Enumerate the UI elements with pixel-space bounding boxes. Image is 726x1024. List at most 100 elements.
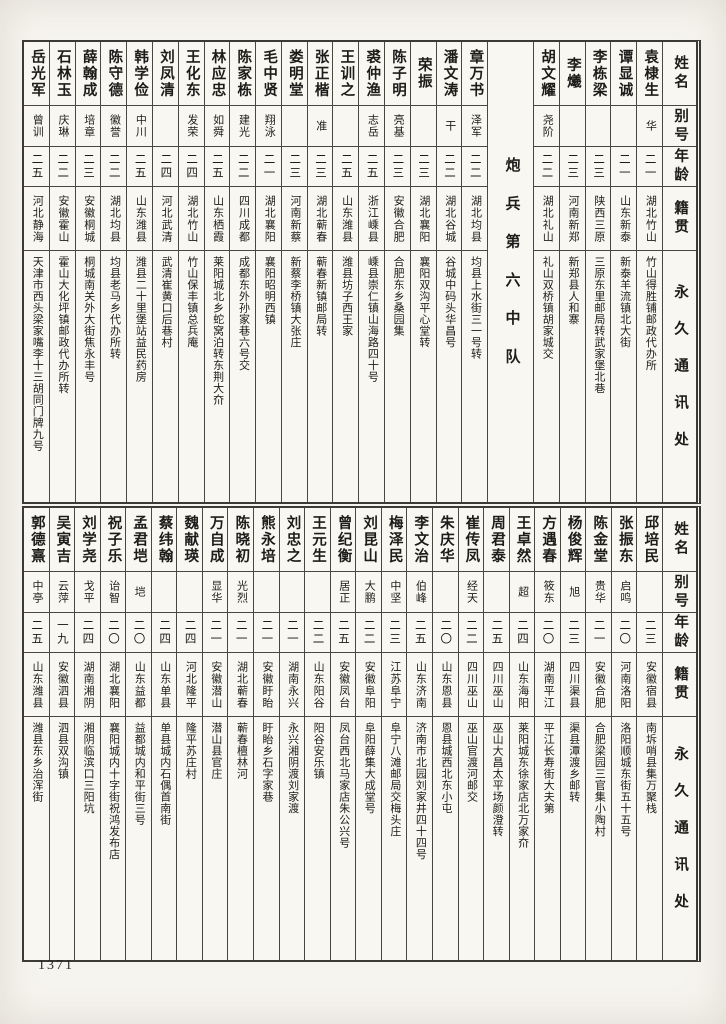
entry-age-text: 二五 (30, 619, 43, 646)
entry-name-text: 蔡纬翰 (156, 514, 173, 565)
entry-age-text: 二二 (236, 153, 249, 180)
entry-age-text: 二三 (82, 153, 95, 180)
entry-alias (177, 571, 202, 612)
entry-name-text: 荣振 (415, 57, 432, 90)
entry-name: 崔传凤 (459, 508, 484, 571)
entry-native-place-text: 河北静海 (31, 194, 44, 243)
entry-alias-text: 翔泳 (263, 114, 276, 138)
header-native-place: 籍贯 (663, 186, 696, 250)
entry-name: 邱培民 (637, 508, 662, 571)
entry-column: 李爔 二三 河南新郑 新郑县人和寨 (558, 42, 585, 502)
entry-native-place: 湖北均县 (101, 186, 127, 250)
entry-name-text: 林应忠 (209, 48, 226, 99)
entry-address-text: 阜阳薛集大成堂号 (363, 722, 376, 814)
entry-native-place: 安徽泗县 (49, 652, 75, 716)
entry-name: 薛翰成 (76, 42, 101, 105)
entry-native-place-text: 湖北竹山 (185, 194, 198, 243)
entry-native-place-text: 湖北礼山 (541, 194, 554, 243)
entry-native-place: 山东栖霞 (204, 186, 230, 250)
entry-age: 二一 (586, 612, 611, 652)
entry-name-text: 韩学俭 (132, 48, 149, 99)
entry-native-place-text: 山东恩县 (439, 660, 452, 709)
entry-native-place-text: 湖北襄阳 (263, 194, 276, 243)
entry-native-place-text: 安徽宿县 (644, 660, 657, 709)
entry-name-text: 谭显诚 (616, 48, 633, 99)
entry-alias-text: 超 (516, 586, 529, 598)
entry-column: 陈金堂 贵华 二一 安徽合肥 合肥梁园三官集小陶村 (585, 508, 611, 960)
entry-age: 二四 (75, 612, 100, 652)
entry-name: 郭德熹 (24, 508, 49, 571)
entry-age-text: 二三 (566, 153, 579, 180)
entry-alias: 泽军 (462, 105, 488, 146)
entry-age-text: 二五 (210, 153, 223, 180)
entry-address-text: 益都城内和平街三号 (133, 722, 146, 826)
entry-column: 万自成 显华 二一 安徽潜山 潜山县官庄 (201, 508, 228, 960)
entry-address-text: 阳谷安乐镇 (312, 722, 325, 780)
entry-name-text: 朱庆华 (437, 514, 454, 565)
header-native-place: 籍贯 (663, 652, 696, 716)
entry-native-place-text: 山东潍县 (134, 194, 147, 243)
entry-address: 济南市北园刘家井四十四号 (407, 716, 432, 960)
entry-alias-text: 建光 (237, 114, 250, 138)
entry-name: 韩学俭 (127, 42, 152, 105)
entry-column: 薛翰成 培章 二三 安徽桐城 桐城南关外大街焦永丰号 (74, 42, 101, 502)
entry-name: 朱庆华 (433, 508, 458, 571)
header-address: 永久通讯处 (663, 716, 696, 960)
entry-name-text: 吴寅吉 (54, 514, 71, 565)
entry-alias: 干 (436, 105, 462, 146)
entry-alias-text: 启鸣 (618, 580, 631, 604)
entry-address-text: 永兴湘阴渡刘家渡 (286, 722, 299, 814)
entry-column: 方遇春 筱东 二〇 湖南平江 平江长寿街大夫第 (534, 508, 560, 960)
entry-name-text: 李文治 (412, 514, 429, 565)
entry-address: 均县上水街三一号转 (462, 250, 488, 502)
entry-native-place-text: 安徽盱眙 (261, 660, 274, 709)
entry-address: 湘阴临滨口三阳坑 (75, 716, 100, 960)
entry-native-place: 安徽潜山 (202, 652, 228, 716)
entry-native-place: 江苏阜宁 (381, 652, 407, 716)
entry-age: 二五 (23, 612, 49, 652)
entry-address: 新郑县人和寨 (559, 250, 585, 502)
entry-address-text: 武清崔黄口后巷村 (160, 256, 173, 348)
entry-age-text: 二五 (30, 153, 43, 180)
entry-name: 石林玉 (50, 42, 75, 105)
entry-native-place: 湖南平江 (535, 652, 560, 716)
entry-age: 二五 (333, 146, 359, 186)
entry-address-text: 霍山大化坪镇邮政代办所转 (56, 256, 69, 394)
entry-alias (305, 571, 330, 612)
entry-column: 袁棣生华二一 湖北竹山 竹山得胜铺邮政代办所 (636, 42, 662, 502)
entry-alias-text: 垲 (133, 586, 146, 598)
entry-age-text: 二一 (260, 619, 273, 646)
entry-alias-text: 诒智 (107, 580, 120, 604)
entry-address: 潍县东乡治浑街 (23, 716, 49, 960)
entry-native-place: 安徽宿县 (637, 652, 662, 716)
entry-alias (484, 571, 509, 612)
entry-address: 单县城内石偶首南街 (151, 716, 177, 960)
entry-age: 二五 (204, 146, 230, 186)
entry-native-place-text: 湖北襄阳 (107, 660, 120, 709)
header-name: 姓名 (663, 42, 696, 105)
entry-column: 荣振 二三 湖北襄阳 襄阳双沟平心堂转 (409, 42, 436, 502)
entry-name-text: 崔传凤 (463, 514, 480, 565)
entry-address-text: 南坼哨县集万聚栈 (644, 722, 657, 814)
entry-native-place-text: 河南新郑 (567, 194, 580, 243)
entry-native-place: 湖北蕲春 (228, 652, 253, 716)
entry-alias-text: 贵华 (593, 580, 606, 604)
entry-alias (152, 105, 178, 146)
entry-address-text: 三原东里邮局转武家堡北巷 (592, 256, 605, 394)
entry-age: 二三 (560, 612, 586, 652)
entry-native-place-text: 山东单县 (158, 660, 171, 709)
entry-name-text: 方遇春 (540, 514, 557, 565)
entry-age-text: 二〇 (106, 619, 119, 646)
entry-address: 渠县潭渡乡邮转 (560, 716, 586, 960)
entry-native-place: 山东济南 (407, 652, 432, 716)
entry-age: 二三 (381, 612, 407, 652)
entry-age-text: 二〇 (541, 619, 554, 646)
header-column: 姓名 别号 年龄 籍贯 永久通讯处 (662, 508, 696, 960)
entry-address-text: 襄阳城内十字街祝鸿发布店 (107, 722, 120, 860)
entry-alias: 培章 (75, 105, 101, 146)
entry-alias: 庆琳 (49, 105, 75, 146)
entry-native-place: 河北武清 (152, 186, 178, 250)
entry-column: 杨俊辉旭二三 四川渠县 渠县潭渡乡邮转 (559, 508, 586, 960)
entry-age-text: 二一 (285, 619, 298, 646)
entry-address-text: 潍县坊子西王家 (340, 256, 353, 337)
